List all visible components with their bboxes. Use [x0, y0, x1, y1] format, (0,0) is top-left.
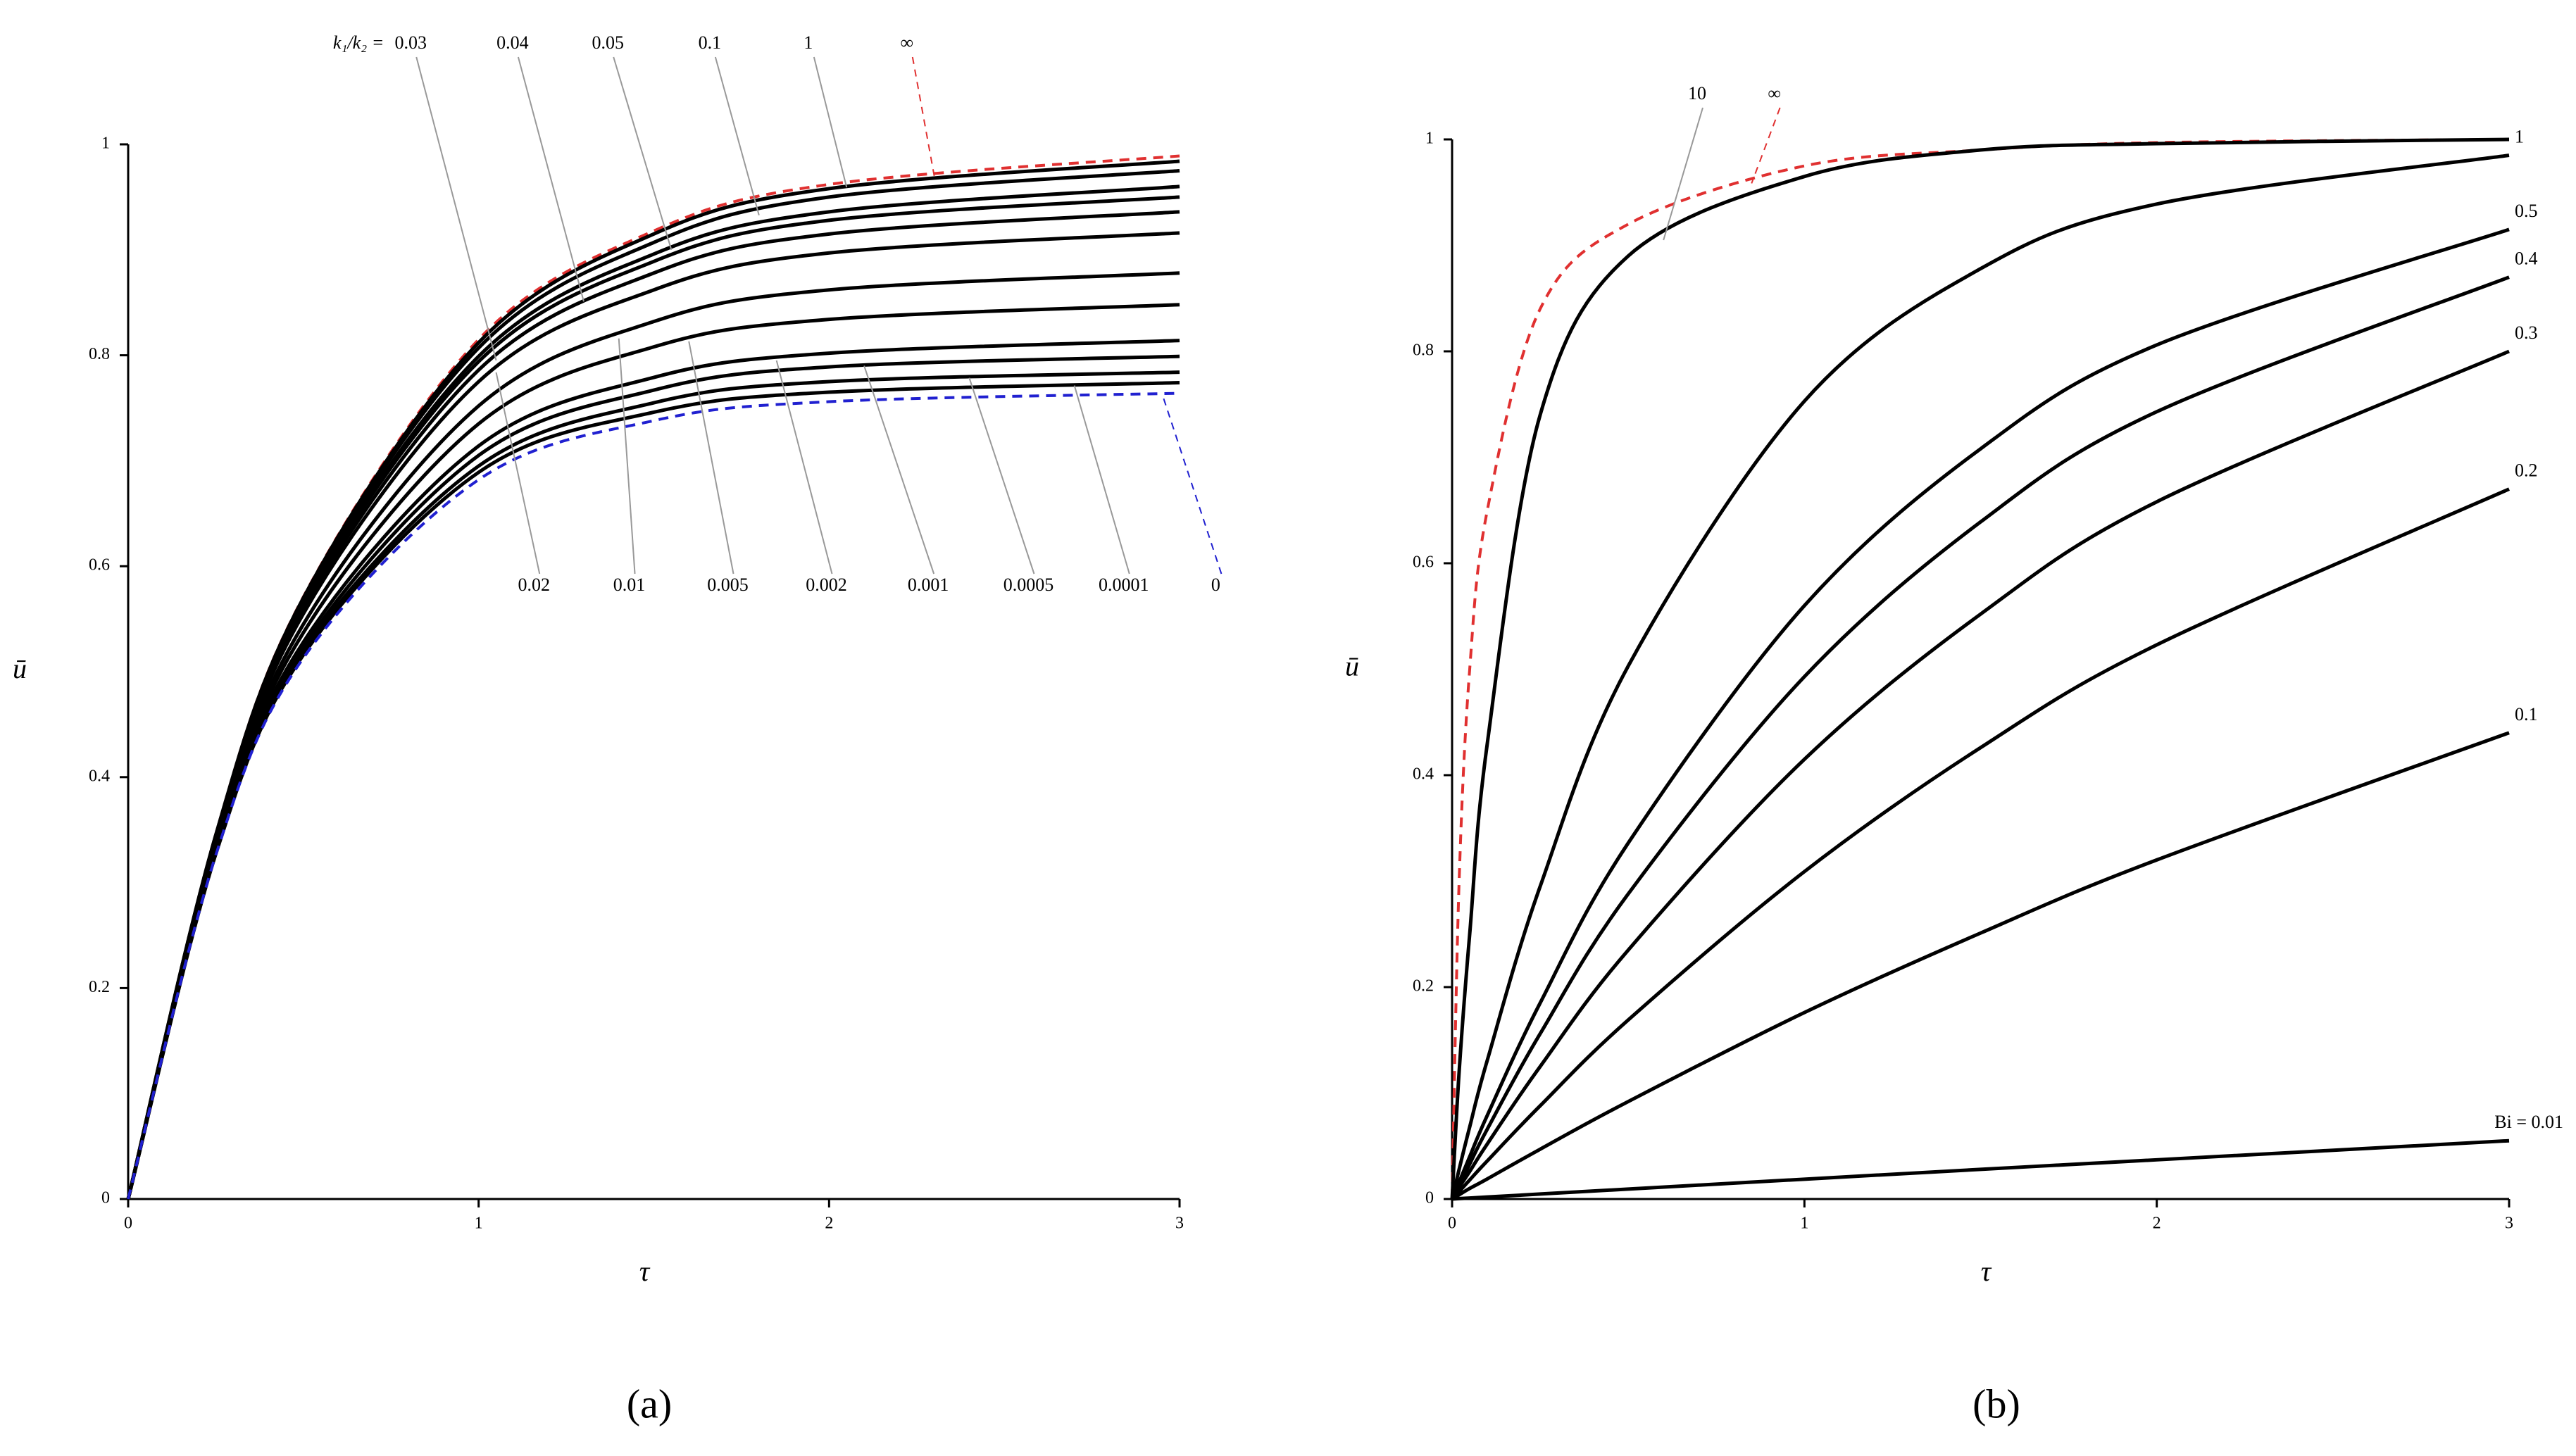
x-axis-label: τ [639, 1255, 651, 1287]
y-tick-label: 0.8 [1413, 341, 1434, 360]
x-axis-label: τ [1981, 1255, 1992, 1287]
series-line [1451, 1138, 2510, 1201]
series-line [126, 339, 1180, 1200]
series-label: 0.05 [592, 32, 624, 53]
series-line [1450, 227, 2510, 1200]
y-tick-label: 0.6 [1413, 553, 1434, 572]
series-line [126, 370, 1180, 1200]
series-line [127, 391, 1180, 1200]
series-label: 0.0001 [1099, 575, 1149, 595]
series-line [1450, 153, 2510, 1200]
series-label: ∞ [901, 32, 914, 53]
y-axis-label: ū [1345, 651, 1359, 682]
x-tick-label: 2 [2153, 1215, 2161, 1233]
series-label: 0.005 [707, 575, 749, 595]
panel-label: (a) [627, 1381, 672, 1426]
series-label: 0.01 [613, 575, 646, 595]
y-tick-label: 0 [101, 1189, 110, 1207]
leader-line [688, 341, 734, 575]
x-tick-label: 0 [1448, 1215, 1456, 1233]
leader-line [1663, 107, 1703, 241]
series-label: 0.04 [496, 32, 529, 53]
series-label: 0.02 [518, 575, 550, 595]
annotation: k₁/k₂ = [333, 32, 384, 53]
series-label: 10 [1688, 83, 1706, 103]
y-tick-label: 0.2 [1413, 977, 1434, 996]
leader-line [1161, 393, 1223, 575]
leader-line [775, 360, 833, 575]
y-tick-label: 0.4 [1413, 765, 1434, 784]
series-line [1451, 731, 2510, 1201]
series-label: 0.03 [395, 32, 427, 53]
leader-line [813, 56, 848, 188]
y-tick-label: 0.8 [89, 345, 110, 363]
leader-line [968, 377, 1035, 575]
series-label: 0.002 [806, 575, 847, 595]
x-tick-label: 3 [1175, 1215, 1184, 1233]
x-tick-label: 2 [825, 1215, 833, 1233]
y-tick-label: 0.6 [89, 556, 110, 575]
x-tick-label: 0 [124, 1215, 132, 1233]
series-line [126, 354, 1180, 1200]
y-tick-label: 0 [1425, 1189, 1434, 1207]
y-tick-label: 1 [101, 134, 110, 153]
leader-line [618, 338, 636, 575]
series-line [1451, 138, 2510, 1200]
x-tick-label: 3 [2505, 1215, 2513, 1233]
series-line [126, 184, 1180, 1200]
series-label: ∞ [1768, 83, 1781, 103]
series-label: 0.2 [2515, 460, 2538, 481]
series-label: 0.4 [2515, 249, 2538, 269]
series-label: 0.1 [2515, 704, 2538, 724]
leader-line [517, 56, 584, 302]
series-label: 0 [1211, 575, 1220, 595]
series-line [1451, 487, 2511, 1200]
series-line [1450, 137, 2510, 1200]
leader-line [415, 56, 497, 361]
series-label: 1 [2515, 127, 2524, 147]
y-axis-label: ū [13, 653, 27, 684]
panel-label: (b) [1972, 1381, 2020, 1426]
series-label: Bi = 0.01 [2494, 1112, 2563, 1132]
leader-line [863, 365, 935, 575]
leader-line [911, 56, 935, 176]
series-label: 0.001 [908, 575, 949, 595]
series-line [1450, 349, 2510, 1200]
series-label: 0.3 [2515, 322, 2538, 343]
leader-line [1073, 385, 1130, 575]
leader-line [1751, 107, 1781, 184]
x-tick-label: 1 [1800, 1215, 1808, 1233]
leader-line [714, 56, 760, 215]
series-label: 0.5 [2515, 201, 2538, 221]
x-tick-label: 1 [475, 1215, 483, 1233]
leader-line [495, 372, 541, 575]
leader-line [613, 56, 673, 251]
series-line [126, 303, 1180, 1200]
y-tick-label: 0.2 [89, 978, 110, 996]
series-label: 0.0005 [1003, 575, 1054, 595]
series-label: 1 [804, 32, 813, 53]
y-tick-label: 0.4 [89, 767, 110, 785]
y-tick-label: 1 [1425, 130, 1434, 148]
series-line [126, 381, 1180, 1200]
series-label: 0.1 [699, 32, 722, 53]
series-line [1450, 275, 2510, 1200]
